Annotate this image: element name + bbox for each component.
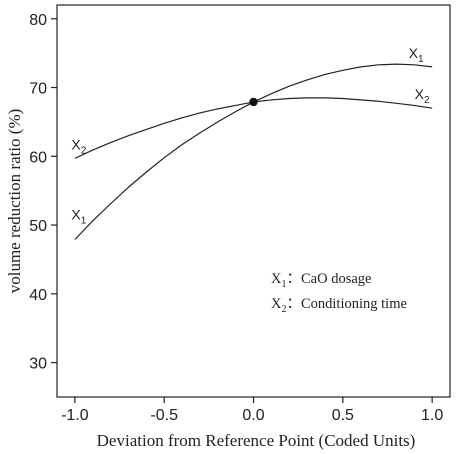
x-tick-label: -0.5 [150,407,178,424]
curves [74,63,433,240]
curve-label-x1: X1 [71,207,86,227]
x-tick-label: 0.5 [332,407,354,424]
reference-point-marker [249,97,258,107]
y-axis-ticks: 30 40 50 60 70 80 [29,12,57,373]
x-axis-ticks: -1.0 -0.5 0.0 0.5 1.0 [61,397,443,424]
curve-label-x2: X2 [415,86,430,106]
y-tick-label: 40 [29,287,47,304]
y-tick-label: 50 [29,218,47,235]
series-line-x2 [74,97,433,159]
x-tick-label: -1.0 [61,407,89,424]
legend-entry: X1：CaO dosage [271,271,371,290]
legend: X1：CaO dosage X2：Conditioning time [271,271,407,315]
curve-label-x2: X2 [71,136,86,156]
legend-entry: X2：Conditioning time [271,296,407,315]
y-tick-label: 60 [29,149,47,166]
y-tick-label: 80 [29,12,47,29]
y-axis-title: volume reduction ratio (%) [5,109,24,294]
x-tick-label: 1.0 [421,407,443,424]
x-axis-title: Deviation from Reference Point (Coded Un… [97,431,416,450]
curve-label-x1: X1 [409,45,424,65]
y-tick-label: 70 [29,81,47,98]
curve-labels: X1 X1 X2 X2 [71,45,430,227]
y-tick-label: 30 [29,356,47,373]
series-line-x1 [74,63,433,240]
x-tick-label: 0.0 [242,407,264,424]
